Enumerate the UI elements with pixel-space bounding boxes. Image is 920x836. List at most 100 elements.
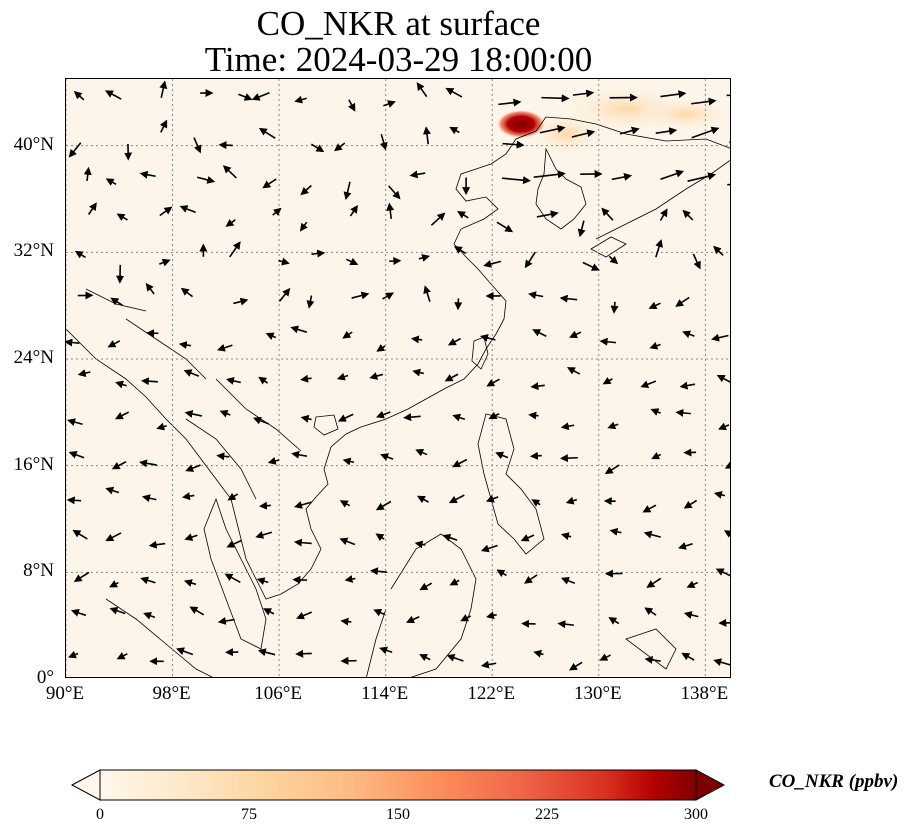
wind-arrow <box>109 580 119 588</box>
wind-arrow <box>148 540 166 549</box>
wind-arrow <box>609 527 622 536</box>
wind-arrow <box>68 142 82 158</box>
wind-arrow <box>692 253 701 270</box>
wind-arrow <box>419 582 433 591</box>
wind-arrow <box>452 458 468 468</box>
wind-arrow <box>178 341 192 350</box>
wind-arrow <box>189 606 205 616</box>
wind-arrow <box>386 202 395 219</box>
wind-arrow <box>351 291 370 300</box>
wind-arrow <box>651 451 661 460</box>
wind-arrow <box>388 185 401 200</box>
wind-arrow <box>375 533 385 542</box>
wind-arrow <box>73 571 90 582</box>
wind-arrow <box>405 615 420 624</box>
wind-arrow <box>334 142 346 152</box>
colorbar-tick-label: 75 <box>241 806 257 823</box>
wind-arrow <box>262 178 277 189</box>
lat-tick-label: 0° <box>36 667 54 688</box>
wind-arrow <box>252 416 269 425</box>
wind-arrow <box>104 90 122 100</box>
wind-arrow <box>342 330 353 339</box>
wind-arrow <box>382 292 395 300</box>
wind-arrow <box>715 568 730 577</box>
colorbar-tick-label: 300 <box>684 806 708 823</box>
wind-arrow <box>73 90 85 101</box>
map-gridlines <box>66 79 730 677</box>
wind-arrow <box>238 93 253 101</box>
wind-arrow <box>375 410 391 419</box>
wind-arrow <box>138 459 157 468</box>
wind-arrow <box>577 220 586 238</box>
colorbar-extend-min <box>70 769 101 801</box>
wind-arrow <box>644 607 657 616</box>
wind-arrow <box>602 376 613 385</box>
wind-arrow <box>219 410 231 418</box>
wind-arrow <box>560 422 575 431</box>
wind-arrow <box>415 449 428 457</box>
wind-arrow <box>193 137 202 154</box>
wind-arrow <box>159 206 173 217</box>
wind-arrow <box>156 422 167 431</box>
wind-arrow <box>457 211 469 219</box>
colorbar-tick-label: 225 <box>535 806 559 823</box>
wind-arrow <box>682 330 695 339</box>
lon-tick-label: 114°E <box>361 683 409 704</box>
wind-arrow <box>713 490 726 499</box>
wind-arrow <box>105 178 117 186</box>
wind-arrow <box>486 611 497 620</box>
wind-arrow <box>300 374 312 383</box>
wind-arrow <box>723 530 730 538</box>
wind-arrow <box>310 143 325 153</box>
coastlines <box>66 116 730 677</box>
wind-arrow <box>524 251 537 269</box>
wind-arrow <box>179 205 196 214</box>
wind-arrow <box>530 382 545 391</box>
wind-arrow <box>349 204 358 217</box>
lon-tick-label: 130°E <box>573 683 622 704</box>
wind-arrow <box>139 170 156 179</box>
wind-arrow <box>290 325 308 334</box>
wind-arrow <box>560 532 572 541</box>
wind-arrow <box>660 169 685 180</box>
wind-arrow <box>105 532 122 542</box>
wind-arrow <box>306 295 315 309</box>
wind-arrow <box>727 183 730 186</box>
wind-arrow <box>376 344 386 352</box>
lon-tick-label: 90°E <box>45 683 85 704</box>
wind-arrow <box>502 140 525 149</box>
wind-arrow <box>713 658 730 667</box>
wind-arrow <box>686 580 699 588</box>
wind-arrow <box>447 337 461 346</box>
wind-arrow <box>311 249 326 258</box>
wind-arrow <box>520 534 535 542</box>
wind-arrow <box>650 408 661 416</box>
wind-arrow <box>541 94 570 103</box>
wind-arrow <box>140 377 158 386</box>
wind-arrow <box>115 380 127 389</box>
wind-arrow <box>501 176 531 185</box>
co-hotspot <box>497 110 545 138</box>
wind-arrow <box>109 606 126 615</box>
colorbar-extend-max <box>695 769 726 801</box>
wind-arrow <box>256 577 269 586</box>
wind-arrow <box>716 374 730 383</box>
wind-arrow <box>601 207 614 221</box>
wind-arrow <box>383 100 396 108</box>
wind-arrow <box>143 612 156 620</box>
wind-arrow <box>414 540 426 549</box>
wind-arrow <box>571 129 596 138</box>
lon-tick-label: 122°E <box>467 683 516 704</box>
lon-tick-label: 106°E <box>254 683 302 704</box>
map-title: CO_NKR at surface <box>256 4 541 43</box>
wind-arrow <box>483 260 502 268</box>
wind-arrow <box>278 287 291 302</box>
wind-arrow <box>339 500 351 508</box>
wind-arrow <box>419 654 431 662</box>
wind-arrow <box>445 87 463 98</box>
wind-arrow <box>183 579 197 587</box>
wind-arrow <box>278 257 290 266</box>
wind-arrow <box>176 647 194 656</box>
wind-arrow <box>691 97 717 106</box>
wind-arrow <box>291 450 308 459</box>
